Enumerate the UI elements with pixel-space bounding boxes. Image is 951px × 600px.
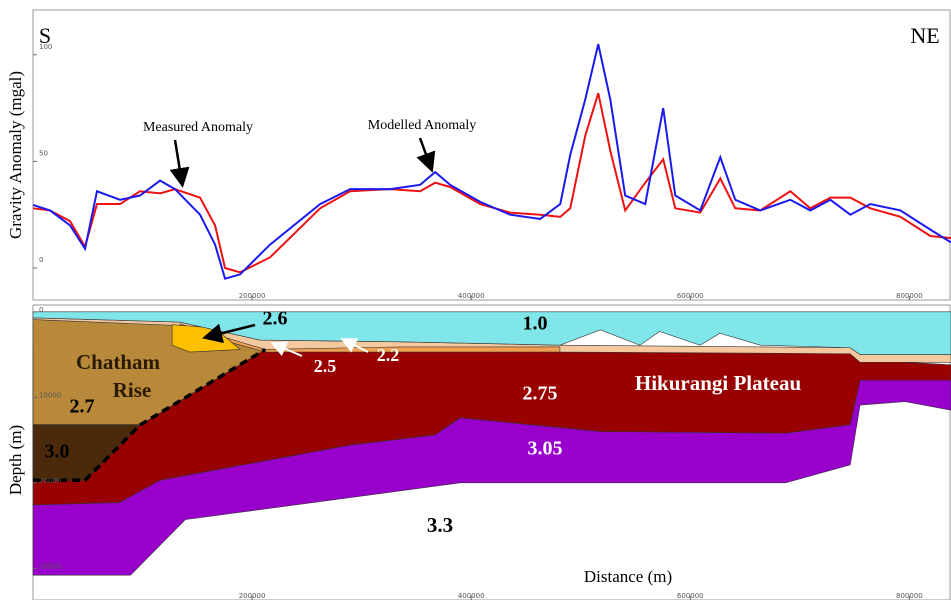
y-tick-label: 0 bbox=[39, 306, 43, 314]
figure: 050100200000400000600000800000Gravity An… bbox=[0, 0, 951, 600]
section-panel: 0 10000 20000 30000 200000 400000 600000 800000… bbox=[6, 305, 951, 600]
annotation: 3.3 bbox=[427, 513, 453, 537]
x-tick-label: 800000 bbox=[896, 292, 923, 300]
x-tick-label: 200000 bbox=[239, 292, 266, 300]
x-tick-label: 400000 bbox=[458, 292, 485, 300]
x-tick-label: 400000 bbox=[458, 592, 485, 600]
layer-label: 2.75 bbox=[523, 383, 558, 405]
plot-frame bbox=[33, 10, 950, 300]
annotation: S bbox=[39, 23, 51, 48]
y-tick-label: 0 bbox=[39, 256, 43, 264]
annotation: Chatham bbox=[76, 350, 161, 374]
y-tick-label: 50 bbox=[39, 149, 48, 157]
y-tick-label: 10000 bbox=[39, 391, 61, 399]
y-tick-label: 20000 bbox=[39, 477, 61, 485]
y-axis-label: Gravity Anomaly (mgal) bbox=[6, 71, 25, 239]
x-tick-label: 600000 bbox=[677, 592, 704, 600]
x-axis-label: Distance (m) bbox=[584, 567, 672, 586]
layer-label: 3.0 bbox=[45, 441, 70, 463]
y-tick-label: 30000 bbox=[39, 562, 61, 570]
x-tick-label: 200000 bbox=[239, 592, 266, 600]
x-tick-label: 600000 bbox=[677, 292, 704, 300]
annotation: Modelled Anomaly bbox=[368, 118, 477, 133]
layer-label: 3.05 bbox=[528, 438, 563, 460]
layer-label: 2.2 bbox=[377, 345, 400, 365]
y-axis-label: Depth (m) bbox=[6, 425, 25, 495]
annotation: Rise bbox=[113, 378, 152, 402]
annotation: Hikurangi Plateau bbox=[635, 371, 802, 395]
x-tick-label: 800000 bbox=[896, 592, 923, 600]
annotation: Measured Anomaly bbox=[143, 120, 253, 135]
layer-label: 1.0 bbox=[523, 313, 548, 335]
layer-label: 2.7 bbox=[70, 396, 95, 418]
layer-label: 2.5 bbox=[314, 356, 337, 376]
layer-label: 2.6 bbox=[263, 308, 288, 330]
annotation: NE bbox=[910, 23, 939, 48]
